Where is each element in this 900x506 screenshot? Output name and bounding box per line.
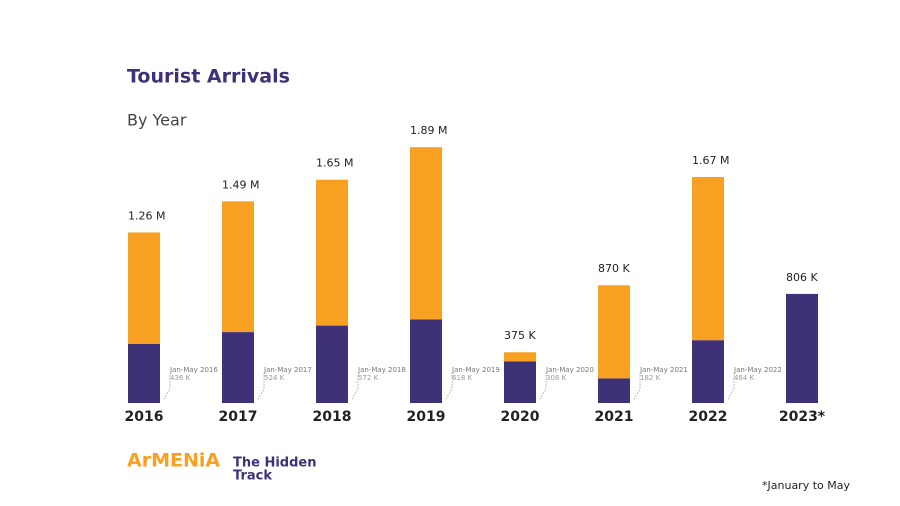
chart-subtitle: By Year — [127, 111, 187, 130]
bar-segment — [786, 293, 818, 403]
total-label: 1.26 M — [128, 209, 165, 222]
bar-segment — [316, 179, 348, 326]
x-tick-label: 2019 — [407, 409, 446, 425]
leader-line — [445, 370, 455, 400]
leader-line — [539, 370, 549, 400]
bar-segment — [410, 147, 442, 320]
footnote: *January to May — [762, 479, 850, 492]
value-label: 572 K — [358, 374, 379, 382]
x-tick-label: 2016 — [125, 409, 164, 425]
leader-line — [351, 370, 361, 400]
bar-segment — [504, 361, 536, 403]
bar-segment — [410, 319, 442, 403]
value-label: 464 K — [734, 374, 755, 382]
x-tick-label: 2020 — [501, 409, 540, 425]
bar-segment — [692, 340, 724, 403]
total-label: 1.67 M — [692, 154, 729, 167]
annotation: Jan-May 2017 — [263, 366, 312, 374]
annotation: Jan-May 2016 — [169, 366, 218, 374]
value-label: 436 K — [170, 374, 191, 382]
bar-segment — [316, 325, 348, 403]
leader-line — [257, 370, 267, 400]
x-tick-label: 2017 — [219, 409, 258, 425]
x-tick-label: 2021 — [595, 409, 634, 425]
annotation: Jan-May 2018 — [357, 366, 406, 374]
logo-tagline: The Hidden — [233, 456, 316, 471]
total-label: 1.49 M — [222, 178, 259, 191]
bar-segment — [598, 285, 630, 379]
leader-line — [633, 370, 643, 400]
x-tick-label: 2022 — [689, 409, 728, 425]
chart-title: Tourist Arrivals — [127, 66, 290, 88]
logo-tagline: Track — [233, 469, 272, 484]
bar-segment — [222, 201, 254, 333]
annotation: Jan-May 2021 — [639, 366, 688, 374]
bar-segment — [128, 343, 160, 403]
value-label: 618 K — [452, 374, 473, 382]
total-label: 375 K — [504, 329, 536, 342]
annotation: Jan-May 2022 — [733, 366, 782, 374]
bar-segment — [692, 176, 724, 341]
bar-segment — [504, 352, 536, 362]
value-label: 308 K — [546, 374, 567, 382]
total-label: 870 K — [598, 262, 630, 275]
leader-line — [727, 370, 737, 400]
bar-segment — [598, 378, 630, 403]
annotation: Jan-May 2020 — [545, 366, 594, 374]
bar-segment — [128, 232, 160, 344]
bar-segment — [222, 332, 254, 403]
annotation: Jan-May 2019 — [451, 366, 500, 374]
value-label: 524 K — [264, 374, 285, 382]
total-label: 806 K — [786, 271, 818, 284]
leader-line — [163, 370, 173, 400]
total-label: 1.89 M — [410, 124, 447, 137]
x-tick-label: 2018 — [313, 409, 352, 425]
total-label: 1.65 M — [316, 157, 353, 170]
value-label: 182 K — [640, 374, 661, 382]
logo-brand: ArMENiA — [127, 450, 220, 472]
x-tick-label: 2023* — [779, 409, 826, 425]
